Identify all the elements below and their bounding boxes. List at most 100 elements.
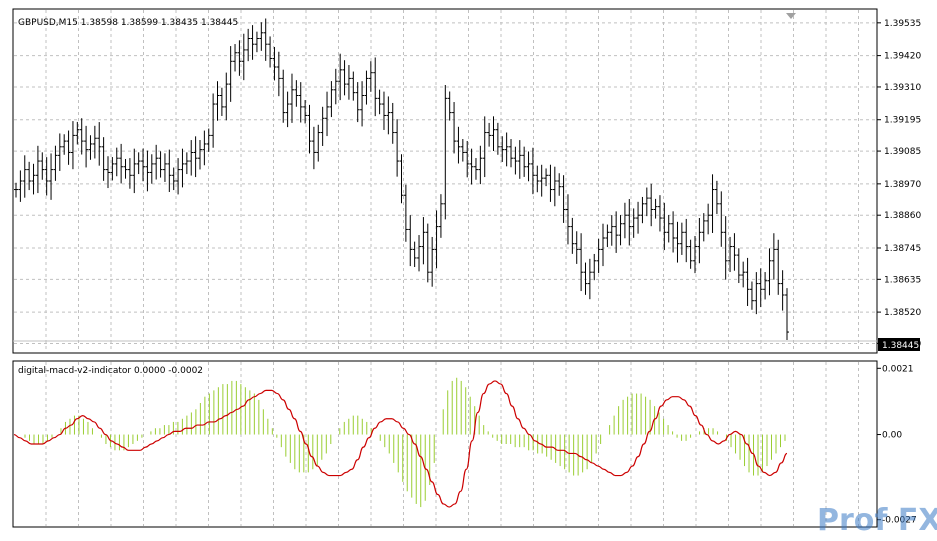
price-bar	[579, 233, 584, 292]
price-bar	[381, 91, 386, 130]
price-bar	[447, 91, 452, 121]
price-bar	[276, 51, 281, 97]
price-bar	[202, 130, 207, 166]
price-bar	[565, 194, 570, 245]
price-bar	[233, 44, 238, 72]
price-bar	[132, 148, 137, 194]
price-tick-label: 1.39420	[884, 52, 921, 62]
price-bar	[688, 239, 693, 269]
indicator-axis: 0.0021 0.00 -0.0027	[877, 364, 917, 526]
price-bar	[390, 102, 395, 144]
price-bar	[679, 222, 684, 255]
price-bar	[653, 198, 658, 219]
price-bar	[465, 140, 470, 178]
price-bar	[693, 235, 698, 274]
price-bar	[176, 158, 181, 195]
price-bar	[105, 156, 110, 189]
price-bar	[307, 104, 312, 154]
price-bar	[228, 46, 233, 102]
price-bar	[386, 96, 391, 135]
price-bar	[184, 152, 189, 175]
price-bar	[487, 122, 492, 147]
price-bar	[351, 71, 356, 101]
price-bar	[316, 124, 321, 162]
price-bar	[211, 93, 216, 148]
indicator-pane-border	[12, 360, 878, 528]
price-bar	[767, 248, 772, 296]
price-bar	[403, 184, 408, 242]
price-bar	[119, 143, 124, 184]
price-bar	[408, 215, 413, 267]
price-bar	[224, 72, 229, 121]
price-bar	[710, 174, 715, 233]
price-bar	[31, 163, 36, 195]
price-bar	[97, 122, 102, 166]
macd-histogram	[24, 377, 786, 508]
price-bar	[425, 223, 430, 283]
price-bar	[162, 153, 167, 182]
price-bar	[434, 210, 439, 269]
price-bar	[268, 36, 273, 68]
price-bar	[360, 81, 365, 127]
price-bar	[618, 215, 623, 246]
price-bar	[675, 221, 680, 263]
price-bar	[237, 40, 242, 76]
price-axis: 1.39535 1.39420 1.39310 1.39195 1.39085 1.389…	[877, 19, 921, 349]
price-bar	[246, 28, 251, 62]
price-bar	[596, 238, 601, 274]
price-bar	[530, 147, 535, 195]
price-bar	[289, 73, 294, 123]
price-bar	[714, 180, 719, 214]
price-bar	[671, 211, 676, 253]
price-bar	[736, 248, 741, 284]
price-bar	[66, 130, 71, 165]
price-bar	[701, 213, 706, 242]
price-bar	[158, 151, 163, 178]
price-bar	[491, 116, 496, 151]
price-bar	[14, 182, 18, 198]
price-bar	[758, 268, 763, 308]
price-bar	[732, 233, 737, 271]
price-bar	[272, 46, 277, 81]
price-bar	[776, 239, 781, 295]
price-bar	[500, 136, 505, 162]
price-bar	[114, 147, 119, 177]
price-bar	[771, 233, 776, 280]
indicator-tick-label: 0.00	[882, 431, 902, 441]
price-bar	[325, 91, 330, 137]
price-bar	[570, 217, 575, 254]
price-bar	[535, 165, 540, 193]
price-bar	[719, 191, 724, 247]
price-bar	[88, 135, 93, 160]
price-bar	[557, 173, 562, 196]
price-tick-label: 1.39195	[884, 116, 921, 126]
price-bar	[504, 132, 509, 167]
price-bar	[627, 199, 632, 246]
current-price-tag	[878, 338, 920, 351]
price-bar	[644, 187, 649, 217]
chart-shift-icon[interactable]	[786, 13, 796, 19]
price-bar	[18, 170, 23, 202]
price-bar	[311, 126, 316, 170]
price-bar	[509, 139, 514, 168]
price-bar	[495, 122, 500, 155]
price-bar	[587, 258, 592, 300]
indicator-tick-label: -0.0027	[882, 516, 917, 526]
price-bar	[355, 82, 360, 123]
price-bar	[548, 164, 553, 202]
price-bar	[609, 215, 614, 246]
price-tick-label: 1.38860	[884, 211, 921, 221]
price-bar	[482, 116, 487, 178]
price-bar	[346, 65, 351, 100]
price-tick-label: 1.38520	[884, 308, 921, 318]
price-bar	[649, 183, 654, 227]
price-bar	[605, 224, 610, 248]
price-bar	[303, 100, 308, 124]
price-tick-label: 1.38745	[884, 244, 921, 254]
watermark-logo: Prof FX	[817, 503, 937, 538]
price-bar	[27, 161, 32, 191]
price-bar	[136, 152, 141, 175]
price-bar	[443, 84, 448, 220]
price-bar	[592, 253, 597, 281]
